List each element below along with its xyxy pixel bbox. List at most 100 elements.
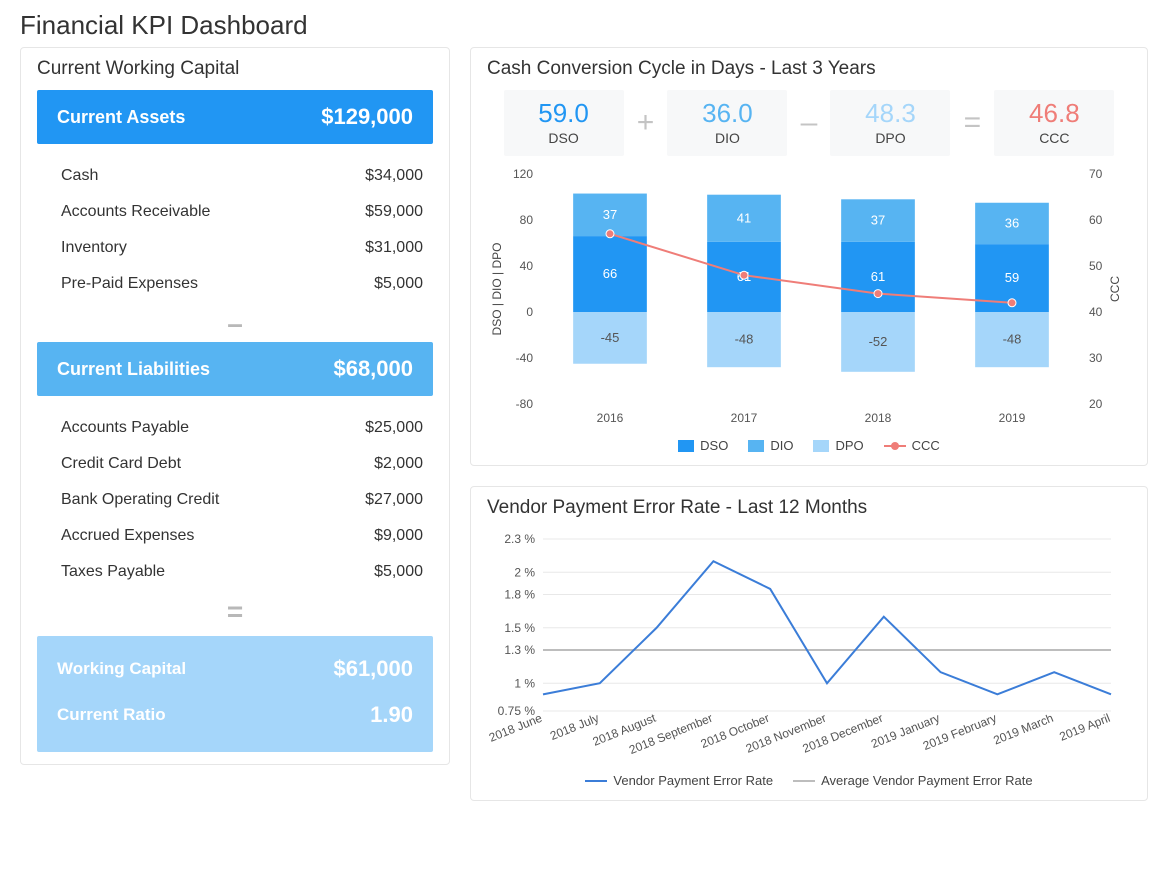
kpi-value: 46.8 <box>998 100 1110 126</box>
line-item-value: $9,000 <box>374 527 423 545</box>
line-item-value: $25,000 <box>365 419 423 437</box>
svg-text:1.5 %: 1.5 % <box>504 621 535 635</box>
line-item-label: Bank Operating Credit <box>61 491 219 509</box>
line-item-label: Accrued Expenses <box>61 527 194 545</box>
svg-text:DSO | DIO | DPO: DSO | DIO | DPO <box>490 243 504 336</box>
kpi-label: CCC <box>998 130 1110 146</box>
kpi-label: DIO <box>671 130 783 146</box>
kpi-value: 36.0 <box>671 100 783 126</box>
line-item-value: $27,000 <box>365 491 423 509</box>
formula-operator: – <box>801 106 818 140</box>
legend-item: DIO <box>748 438 793 453</box>
svg-text:37: 37 <box>871 213 885 228</box>
legend-item: DSO <box>678 438 728 453</box>
page-title: Financial KPI Dashboard <box>20 10 1148 41</box>
kpi-label: DSO <box>508 130 620 146</box>
line-item-label: Accounts Payable <box>61 419 189 437</box>
vendor-chart: 0.75 %1 %1.3 %1.5 %1.8 %2 %2.3 %2018 Jun… <box>487 529 1131 769</box>
line-item: Bank Operating Credit $27,000 <box>61 482 423 518</box>
ccc-legend: DSODIODPOCCC <box>487 438 1131 453</box>
line-item-value: $5,000 <box>374 563 423 581</box>
svg-text:-48: -48 <box>735 332 754 347</box>
summary-label: Current Ratio <box>57 705 166 725</box>
svg-text:2.3 %: 2.3 % <box>504 532 535 546</box>
line-item-value: $5,000 <box>374 275 423 293</box>
line-item-label: Inventory <box>61 239 127 257</box>
legend-item: Average Vendor Payment Error Rate <box>793 773 1033 788</box>
svg-text:20: 20 <box>1089 397 1103 411</box>
line-item: Cash $34,000 <box>61 158 423 194</box>
line-item: Inventory $31,000 <box>61 230 423 266</box>
summary-value: $61,000 <box>333 656 413 682</box>
svg-text:60: 60 <box>1089 213 1103 227</box>
line-item-value: $34,000 <box>365 167 423 185</box>
svg-text:2019 March: 2019 March <box>991 711 1055 748</box>
formula-operator: + <box>637 106 655 140</box>
section-header: Current Liabilities $68,000 <box>37 342 433 396</box>
kpi-box-dso: 59.0DSO <box>504 90 624 156</box>
svg-text:2019 April: 2019 April <box>1057 711 1112 744</box>
svg-text:66: 66 <box>603 266 617 281</box>
svg-text:2016: 2016 <box>597 411 624 425</box>
line-item-label: Pre-Paid Expenses <box>61 275 198 293</box>
section-value: $68,000 <box>333 356 413 382</box>
kpi-value: 48.3 <box>834 100 946 126</box>
ccc-kpi-formula: 59.0DSO +36.0 DIO –48.3 DPO = 46.8 CCC <box>497 90 1121 156</box>
svg-text:-45: -45 <box>601 330 620 345</box>
svg-text:40: 40 <box>1089 305 1103 319</box>
line-item-value: $2,000 <box>374 455 423 473</box>
svg-text:40: 40 <box>520 259 534 273</box>
section-label: Current Liabilities <box>57 359 210 380</box>
kpi-label: DPO <box>834 130 946 146</box>
svg-text:41: 41 <box>737 210 751 225</box>
line-item: Accounts Receivable$59,000 <box>61 194 423 230</box>
section-value: $129,000 <box>321 104 413 130</box>
svg-text:-80: -80 <box>516 397 534 411</box>
svg-text:30: 30 <box>1089 351 1103 365</box>
line-item: Accrued Expenses $9,000 <box>61 518 423 554</box>
dashboard-grid: Current Working Capital Current Assets $1… <box>20 47 1148 801</box>
svg-text:0: 0 <box>526 305 533 319</box>
working-capital-title: Current Working Capital <box>37 58 433 80</box>
svg-text:50: 50 <box>1089 259 1103 273</box>
working-capital-summary: Working Capital $61,000 Current Ratio 1.90 <box>37 636 433 752</box>
svg-text:59: 59 <box>1005 270 1019 285</box>
vendor-legend: Vendor Payment Error RateAverage Vendor … <box>487 773 1131 788</box>
svg-text:2017: 2017 <box>731 411 758 425</box>
svg-text:120: 120 <box>513 167 533 181</box>
ccc-card: Cash Conversion Cycle in Days - Last 3 Y… <box>470 47 1148 466</box>
svg-text:-48: -48 <box>1003 332 1022 347</box>
summary-value: 1.90 <box>370 702 413 728</box>
summary-label: Working Capital <box>57 659 186 679</box>
section-label: Current Assets <box>57 107 185 128</box>
working-capital-card: Current Working Capital Current Assets $1… <box>20 47 450 765</box>
svg-text:1 %: 1 % <box>514 676 535 690</box>
ccc-title: Cash Conversion Cycle in Days - Last 3 Y… <box>487 58 1131 80</box>
kpi-box-ccc: 46.8 CCC <box>994 90 1114 156</box>
line-item: Taxes Payable $5,000 <box>61 554 423 590</box>
section-rows: Cash$34,000Accounts Receivable$59,000Inv… <box>37 154 433 306</box>
kpi-box-dio: 36.0 DIO <box>667 90 787 156</box>
formula-operator: = <box>964 106 982 140</box>
legend-item: DPO <box>813 438 863 453</box>
vendor-card: Vendor Payment Error Rate - Last 12 Mont… <box>470 486 1148 801</box>
svg-text:61: 61 <box>871 269 885 284</box>
line-item: Accounts Payable $25,000 <box>61 410 423 446</box>
svg-text:2019: 2019 <box>999 411 1026 425</box>
line-item-label: Cash <box>61 167 98 185</box>
line-item-label: Taxes Payable <box>61 563 165 581</box>
line-item: Credit Card Debt $2,000 <box>61 446 423 482</box>
line-item: Pre-Paid Expenses $5,000 <box>61 266 423 302</box>
operator: – <box>37 306 433 342</box>
vendor-title: Vendor Payment Error Rate - Last 12 Mont… <box>487 497 1131 519</box>
summary-row: Working Capital $61,000 <box>57 646 413 692</box>
line-item-label: Credit Card Debt <box>61 455 181 473</box>
svg-text:-52: -52 <box>869 334 888 349</box>
ccc-chart: -80-4004080120203040506070DSO | DIO | DP… <box>487 164 1131 434</box>
svg-text:1.8 %: 1.8 % <box>504 587 535 601</box>
svg-text:CCC: CCC <box>1108 276 1122 302</box>
svg-text:36: 36 <box>1005 215 1019 230</box>
line-item-value: $31,000 <box>365 239 423 257</box>
operator: = <box>37 594 433 630</box>
svg-text:2018: 2018 <box>865 411 892 425</box>
